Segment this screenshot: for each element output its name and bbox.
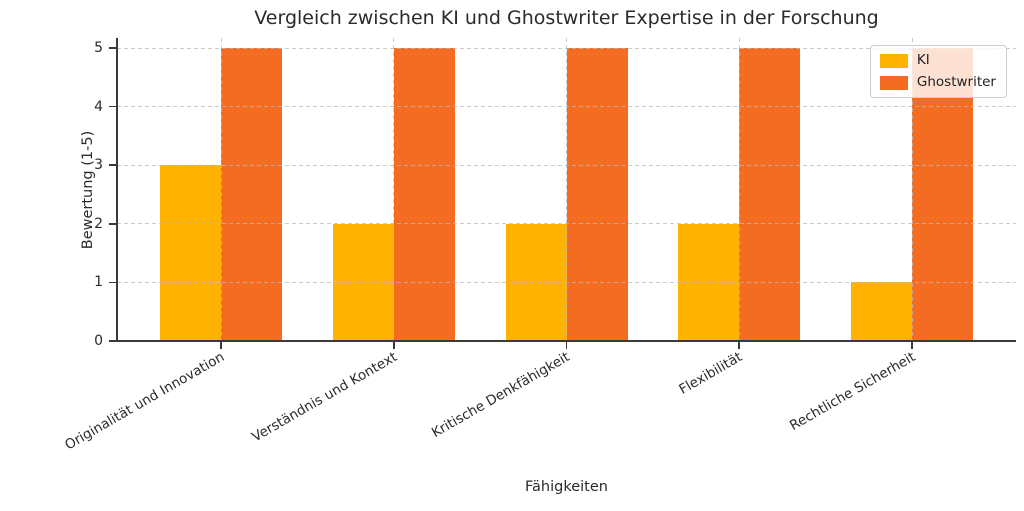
bar-ghostwriter-3 [566, 48, 628, 341]
x-tick-label-1: Originalität und Innovation [62, 349, 227, 454]
bar-ki-4 [678, 223, 740, 341]
bar-ki-5 [851, 282, 912, 341]
y-tick-label-1: 1 [94, 274, 103, 291]
bar-ghostwriter-2 [393, 48, 455, 341]
y-tick-mark-4 [109, 105, 116, 108]
plot-area: KI Ghostwriter 0 1 2 3 4 5 Originalität und Inn… [62, 38, 1016, 453]
x-axis-title: Fähigkeiten [525, 479, 608, 495]
x-axis-line [116, 340, 1016, 342]
bar-ghostwriter-1 [221, 48, 282, 341]
legend-label-ki: KI [916, 52, 930, 68]
y-tick-label-3: 3 [94, 157, 103, 174]
chart-title: Vergleich zwischen KI und Ghostwriter Ex… [254, 7, 879, 29]
legend-swatch-ghostwriter [879, 75, 908, 90]
x-tick-mark-2 [392, 342, 395, 349]
x-tick-mark-4 [738, 342, 741, 349]
legend-swatch-ki [879, 53, 908, 68]
y-tick-label-0: 0 [94, 333, 103, 349]
x-tick-label-5: Rechtliche Sicherheit [786, 349, 918, 434]
x-tick-mark-1 [220, 342, 222, 349]
y-axis-line [116, 38, 118, 341]
y-tick-mark-3 [109, 164, 116, 166]
x-tick-label-2: Verständnis und Kontext [248, 349, 400, 446]
y-tick-mark-5 [109, 47, 116, 49]
y-tick-mark-1 [109, 281, 116, 284]
y-tick-mark-2 [109, 223, 116, 225]
bar-ki-3 [505, 223, 567, 341]
bar-ghostwriter-4 [739, 48, 801, 341]
x-tick-mark-5 [911, 342, 913, 349]
x-tick-label-3: Kritische Denkfähigkeit [428, 349, 573, 442]
legend-row-ghostwriter: Ghostwriter [879, 74, 996, 90]
x-tick-mark-3 [565, 342, 568, 349]
y-tick-label-2: 2 [94, 215, 103, 232]
y-tick-mark-0 [109, 340, 116, 342]
y-tick-label-4: 4 [94, 98, 103, 115]
x-tick-label-4: Flexibilität [676, 349, 746, 398]
legend: KI Ghostwriter [869, 45, 1007, 98]
bar-ki-2 [332, 223, 394, 341]
legend-label-ghostwriter: Ghostwriter [916, 74, 996, 90]
legend-row-ki: KI [879, 52, 996, 68]
bar-ki-1 [160, 165, 221, 341]
y-tick-label-5: 5 [94, 40, 103, 56]
